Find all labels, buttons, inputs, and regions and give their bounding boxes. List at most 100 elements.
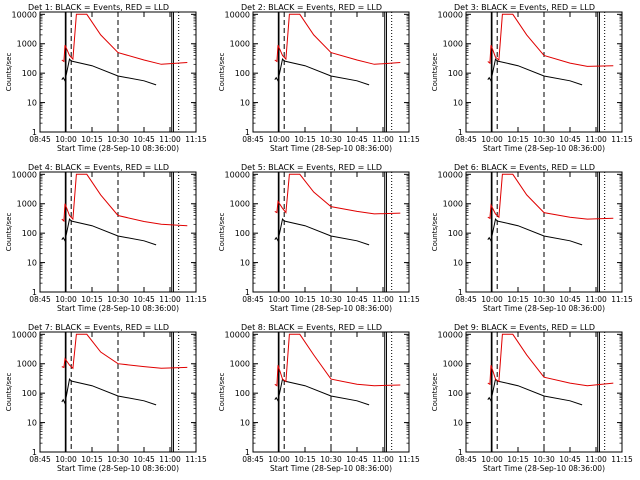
series-line-events <box>61 378 157 406</box>
x-tick-label: 11:00 <box>372 135 394 144</box>
chart-title: Det 6: BLACK = Events, RED = LLD <box>454 163 595 172</box>
panel-det-2: 1 10 100 1000 10000 08:45 10:00 10:15 10:30 10:45… <box>218 3 420 153</box>
x-tick-label: 10:00 <box>55 135 77 144</box>
x-tick-label: 10:00 <box>268 455 290 464</box>
y-tick-label: 1 <box>458 288 463 297</box>
x-tick-label: 08:45 <box>455 455 477 464</box>
x-tick-label: 10:45 <box>346 295 368 304</box>
y-axis-label: Counts/sec <box>218 373 226 412</box>
series-line-events <box>61 58 157 86</box>
y-tick-label: 100 <box>235 389 250 398</box>
x-tick-label: 10:00 <box>481 295 503 304</box>
x-tick-label: 08:45 <box>455 295 477 304</box>
y-tick-label: 1000 <box>443 360 463 369</box>
series-line-lld <box>487 13 614 67</box>
y-axis-label: Counts/sec <box>218 213 226 252</box>
y-tick-label: 10 <box>453 99 463 108</box>
y-tick-label: 10000 <box>225 170 250 179</box>
x-tick-label: 10:30 <box>533 295 555 304</box>
y-tick-label: 10 <box>240 419 250 428</box>
x-tick-label: 10:00 <box>481 135 503 144</box>
y-tick-label: 100 <box>235 229 250 238</box>
chart-title: Det 4: BLACK = Events, RED = LLD <box>28 163 169 172</box>
x-tick-label: 10:45 <box>133 135 155 144</box>
series-line-events <box>274 378 370 406</box>
y-tick-label: 1 <box>458 448 463 457</box>
y-axis-label: Counts/sec <box>218 53 226 92</box>
x-tick-label: 08:45 <box>29 455 51 464</box>
panel-det-5: 1 10 100 1000 10000 08:45 10:00 10:15 10:30 10:45… <box>218 163 420 313</box>
x-tick-label: 10:45 <box>133 295 155 304</box>
y-tick-label: 1 <box>245 288 250 297</box>
series-line-events <box>274 218 370 246</box>
y-tick-label: 10000 <box>438 330 463 339</box>
x-tick-label: 10:45 <box>346 135 368 144</box>
x-tick-label: 10:15 <box>81 135 103 144</box>
x-tick-label: 10:15 <box>294 455 316 464</box>
series-line-events <box>487 58 583 86</box>
y-tick-label: 1000 <box>230 40 250 49</box>
y-tick-label: 10 <box>27 419 37 428</box>
x-axis-label: Start Time (28-Sep-10 08:36:00) <box>57 464 179 473</box>
y-tick-label: 100 <box>22 389 37 398</box>
x-tick-label: 08:45 <box>29 135 51 144</box>
x-axis-label: Start Time (28-Sep-10 08:36:00) <box>57 304 179 313</box>
series-line-lld <box>487 333 614 387</box>
y-tick-label: 100 <box>235 69 250 78</box>
x-tick-label: 11:15 <box>185 295 207 304</box>
x-tick-label: 11:00 <box>372 455 394 464</box>
x-tick-label: 11:15 <box>398 135 420 144</box>
y-tick-label: 1000 <box>230 200 250 209</box>
x-tick-label: 10:15 <box>81 455 103 464</box>
y-tick-label: 1000 <box>17 40 37 49</box>
x-tick-label: 10:15 <box>507 135 529 144</box>
panel-det-7: 1 10 100 1000 10000 08:45 10:00 10:15 10:30 10:45… <box>5 323 207 473</box>
y-tick-label: 100 <box>448 69 463 78</box>
series-line-events <box>274 58 370 86</box>
series-line-lld <box>487 173 614 220</box>
x-axis-label: Start Time (28-Sep-10 08:36:00) <box>483 464 605 473</box>
y-tick-label: 100 <box>448 229 463 238</box>
y-tick-label: 1 <box>32 128 37 137</box>
y-tick-label: 10000 <box>12 10 37 19</box>
x-axis-label: Start Time (28-Sep-10 08:36:00) <box>270 144 392 153</box>
y-tick-label: 1 <box>458 128 463 137</box>
x-tick-label: 11:00 <box>372 295 394 304</box>
y-tick-label: 1000 <box>17 360 37 369</box>
x-tick-label: 10:15 <box>81 295 103 304</box>
y-axis-label: Counts/sec <box>5 373 13 412</box>
x-tick-label: 11:15 <box>611 295 633 304</box>
x-tick-label: 10:30 <box>320 295 342 304</box>
y-axis-label: Counts/sec <box>431 53 439 92</box>
x-tick-label: 11:15 <box>185 455 207 464</box>
x-tick-label: 10:45 <box>133 455 155 464</box>
x-tick-label: 10:30 <box>533 135 555 144</box>
x-tick-label: 08:45 <box>455 135 477 144</box>
series-line-lld <box>274 333 401 387</box>
x-tick-label: 10:15 <box>294 295 316 304</box>
x-tick-label: 08:45 <box>29 295 51 304</box>
y-tick-label: 1 <box>245 128 250 137</box>
panel-det-1: 1 10 100 1000 10000 08:45 10:00 10:15 10:30 10:45… <box>5 3 207 153</box>
x-tick-label: 10:30 <box>533 455 555 464</box>
x-tick-label: 10:30 <box>107 135 129 144</box>
y-tick-label: 100 <box>448 389 463 398</box>
x-tick-label: 08:45 <box>242 455 264 464</box>
x-tick-label: 10:45 <box>559 135 581 144</box>
y-tick-label: 10000 <box>438 10 463 19</box>
y-tick-label: 10 <box>453 259 463 268</box>
series-line-events <box>61 218 157 246</box>
x-tick-label: 10:00 <box>55 455 77 464</box>
chart-title: Det 7: BLACK = Events, RED = LLD <box>28 323 169 332</box>
x-tick-label: 08:45 <box>242 295 264 304</box>
x-tick-label: 10:30 <box>320 135 342 144</box>
x-tick-label: 11:15 <box>398 455 420 464</box>
series-line-lld <box>61 13 188 65</box>
series-line-events <box>487 378 583 406</box>
x-tick-label: 08:45 <box>242 135 264 144</box>
x-tick-label: 11:00 <box>159 455 181 464</box>
y-tick-label: 1000 <box>443 40 463 49</box>
y-tick-label: 100 <box>22 229 37 238</box>
y-tick-label: 1 <box>245 448 250 457</box>
